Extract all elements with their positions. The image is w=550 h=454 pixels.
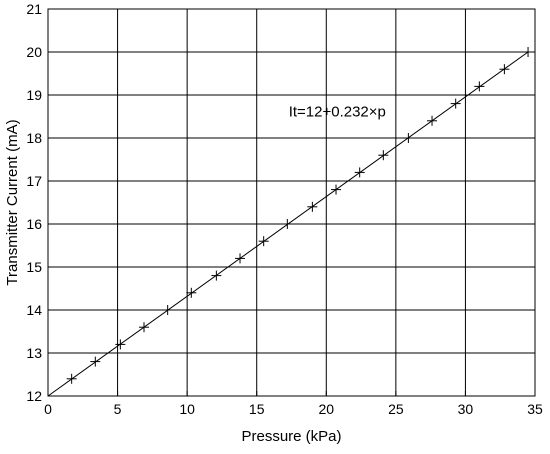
y-axis-label: Transmitter Current (mA): [4, 119, 21, 285]
x-axis-label: Pressure (kPa): [241, 428, 341, 445]
data-point: [235, 253, 246, 264]
x-tick-label: 15: [249, 401, 265, 417]
data-point: [282, 219, 293, 229]
x-tick-label: 25: [388, 401, 404, 417]
tick-labels: 0 5 10 15 20 25 30 35 12 13 14 15 16 17 18 19 20 21: [26, 1, 543, 417]
data-point: [354, 167, 365, 178]
data-point: [450, 98, 461, 109]
data-point: [499, 64, 510, 75]
y-tick-label: 15: [26, 259, 42, 275]
y-tick-label: 21: [26, 1, 42, 17]
y-tick-label: 16: [26, 216, 42, 232]
x-tick-label: 0: [44, 401, 52, 417]
x-tick-label: 20: [318, 401, 334, 417]
data-point: [115, 339, 126, 350]
plot-frame: [47, 8, 536, 397]
y-tick-label: 17: [26, 173, 42, 189]
data-point: [258, 236, 269, 247]
y-tick-label: 13: [26, 345, 42, 361]
data-point: [307, 201, 318, 212]
x-tick-label: 10: [179, 401, 195, 417]
data-point: [474, 81, 485, 92]
data-point: [139, 322, 150, 333]
y-tick-label: 18: [26, 130, 42, 146]
plot-data: [47, 47, 534, 397]
data-point: [403, 133, 414, 143]
data-point: [523, 47, 534, 57]
data-point: [66, 373, 77, 384]
data-point: [211, 270, 222, 281]
x-tick-label: 5: [114, 401, 122, 417]
y-tick-label: 19: [26, 87, 42, 103]
y-tick-label: 12: [26, 388, 42, 404]
data-point: [162, 305, 173, 315]
x-tick-label: 35: [527, 401, 543, 417]
data-point: [331, 184, 342, 195]
data-point: [90, 356, 101, 367]
data-point: [186, 287, 197, 298]
equation-annotation: It=12+0.232×p: [289, 104, 386, 121]
data-point: [378, 150, 389, 161]
data-point: [427, 115, 438, 126]
y-tick-label: 14: [26, 302, 42, 318]
x-tick-label: 30: [458, 401, 474, 417]
y-tick-label: 20: [26, 44, 42, 60]
